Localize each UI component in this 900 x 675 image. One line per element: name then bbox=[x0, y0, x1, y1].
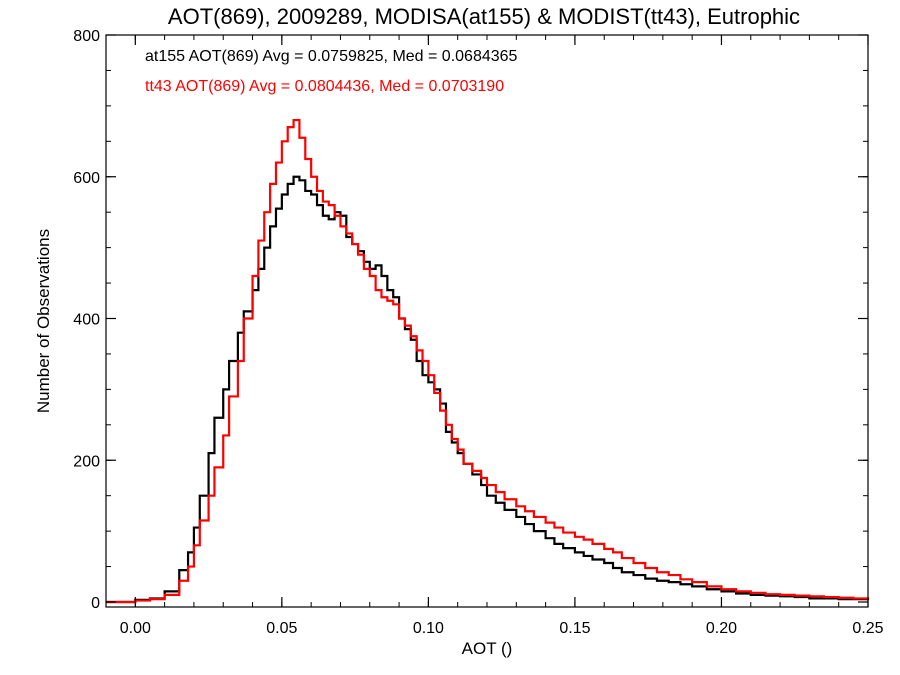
x-tick-label: 0.15 bbox=[559, 620, 590, 637]
y-tick-label: 200 bbox=[73, 453, 100, 470]
series-layer bbox=[106, 118, 870, 604]
x-tick-label: 0.05 bbox=[266, 620, 297, 637]
y-axis: 0 200 400 600 800 bbox=[73, 28, 868, 612]
x-tick-label: 0.00 bbox=[120, 620, 151, 637]
y-axis-label: Number of Observations bbox=[34, 229, 53, 413]
x-tick-label: 0.20 bbox=[706, 620, 737, 637]
x-tick-label: 0.25 bbox=[852, 620, 883, 637]
x-axis-label: AOT () bbox=[462, 639, 513, 658]
y-tick-label: 400 bbox=[73, 312, 100, 329]
plot-frame bbox=[105, 34, 869, 608]
series-line-1 bbox=[106, 175, 870, 604]
x-tick-label: 0.10 bbox=[413, 620, 444, 637]
y-tick-label: 600 bbox=[73, 170, 100, 187]
annotation-tt43: tt43 AOT(869) Avg = 0.0804436, Med = 0.0… bbox=[145, 78, 504, 95]
annotation-at155: at155 AOT(869) Avg = 0.0759825, Med = 0.… bbox=[145, 48, 518, 65]
y-tick-label: 0 bbox=[91, 595, 100, 612]
chart-title: AOT(869), 2009289, MODISA(at155) & MODIS… bbox=[168, 4, 800, 29]
y-tick-label: 800 bbox=[73, 28, 100, 45]
x-axis: 0.00 0.05 0.10 0.15 0.20 0.25 bbox=[105, 35, 884, 637]
series-line-2 bbox=[106, 118, 870, 604]
